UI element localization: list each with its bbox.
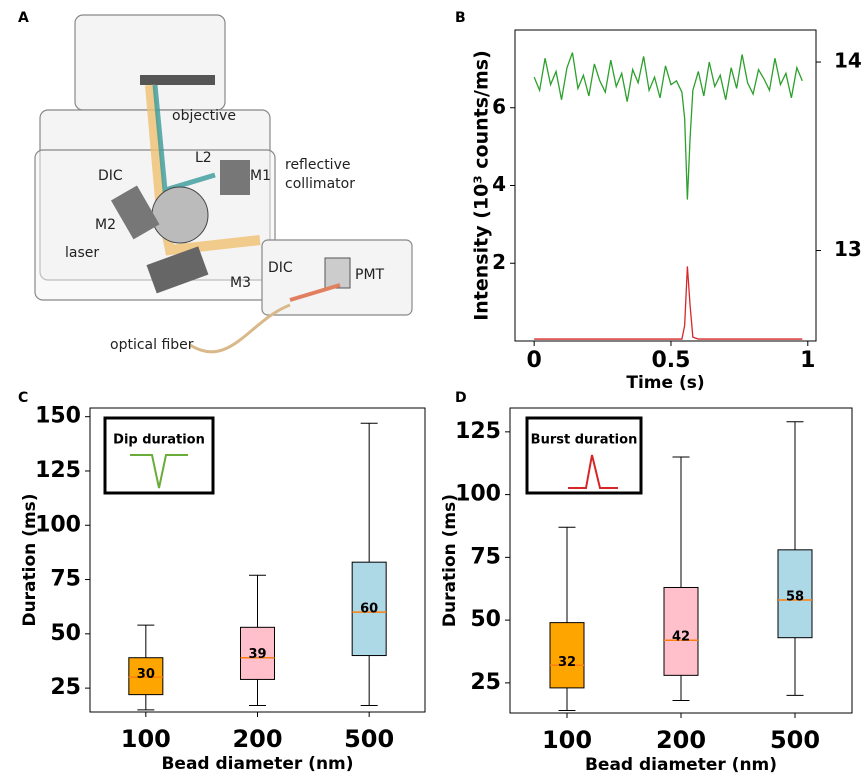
- y-tick-label: 125: [35, 458, 81, 483]
- diagram-label: objective: [172, 108, 236, 124]
- y2-tick-label: 14: [834, 49, 862, 73]
- x-tick-label: 100: [542, 726, 592, 754]
- x-axis-label: Bead diameter (nm): [585, 755, 777, 775]
- panel-label: A: [18, 10, 29, 26]
- x-axis-label: Time (s): [626, 373, 704, 393]
- panel-label: D: [455, 390, 467, 406]
- y-axis-label: Intensity (10³ counts/ms): [471, 50, 493, 321]
- x-axis-label: Bead diameter (nm): [161, 754, 353, 774]
- figure: A B C Dobjective L2 DIC M1 reflective collimator…: [0, 0, 867, 776]
- x-tick-label: 200: [232, 725, 282, 753]
- y-tick-label: 50: [50, 621, 81, 646]
- x-tick-label: 0: [526, 348, 541, 373]
- y-tick-label: 2: [492, 250, 506, 274]
- x-tick-label: 500: [344, 725, 394, 753]
- diagram-label: reflective: [285, 157, 350, 173]
- x-tick-label: 0.5: [651, 348, 690, 373]
- y-tick-label: 75: [470, 544, 501, 569]
- series-line: [534, 53, 802, 200]
- median-label: 30: [137, 667, 155, 682]
- x-tick-label: 1: [800, 348, 815, 373]
- y-tick-label: 25: [470, 670, 501, 695]
- y2-tick-label: 13: [834, 237, 862, 261]
- diagram-label: DIC: [98, 168, 123, 184]
- median-label: 58: [786, 590, 804, 605]
- insets: [105, 418, 641, 493]
- diagram-label: PMT: [355, 267, 385, 283]
- diagram-label: L2: [195, 150, 212, 166]
- panel-label: B: [455, 10, 466, 26]
- y-axis-label: Duration (ms): [440, 494, 460, 627]
- y-tick-label: 150: [35, 404, 81, 429]
- y-tick-label: 125: [455, 419, 501, 444]
- diagram-label: M3: [230, 275, 251, 291]
- inset-label: Burst duration: [531, 433, 638, 448]
- y-tick-label: 75: [50, 567, 81, 592]
- median-label: 39: [248, 647, 266, 662]
- x-tick-label: 100: [121, 725, 171, 753]
- panel-label: C: [18, 390, 28, 406]
- inset-label: Dip duration: [113, 433, 205, 448]
- series-line: [534, 266, 802, 339]
- y-tick-label: 25: [50, 675, 81, 700]
- median-label: 42: [672, 630, 690, 645]
- diagram-label: collimator: [285, 176, 355, 192]
- y-tick-label: 6: [492, 94, 506, 118]
- x-tick-label: 200: [656, 726, 706, 754]
- y-tick-label: 100: [35, 512, 81, 537]
- y-axis-label: Duration (ms): [20, 493, 40, 626]
- y-tick-label: 100: [455, 482, 501, 507]
- y-tick-label: 4: [492, 172, 506, 196]
- apparatus: [35, 15, 412, 352]
- diagram-label: laser: [65, 245, 99, 261]
- plot-frame: [515, 30, 816, 341]
- diagram-label: optical fiber: [110, 337, 194, 353]
- y-tick-label: 50: [470, 607, 501, 632]
- diagram-label: M2: [95, 217, 116, 233]
- diagram-label: DIC: [268, 260, 293, 276]
- diagram-label: M1: [250, 168, 271, 184]
- median-label: 60: [360, 602, 378, 617]
- x-tick-label: 500: [770, 726, 820, 754]
- median-label: 32: [558, 655, 576, 670]
